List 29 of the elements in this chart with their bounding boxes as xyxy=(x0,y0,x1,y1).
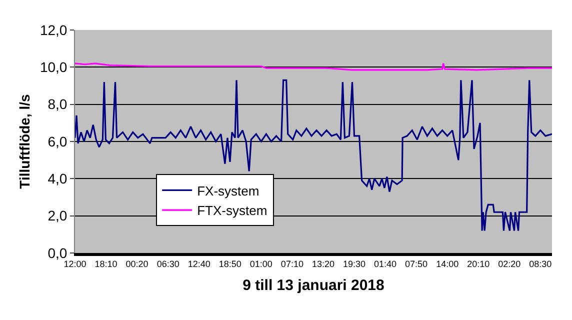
y-tick-label: 2,0 xyxy=(48,208,68,224)
y-tick-label: 12,0 xyxy=(40,22,68,38)
x-tick-label: 12:40 xyxy=(188,258,210,269)
legend-label: FTX-system xyxy=(197,203,268,218)
y-axis-title: Tilluftflöde, l/s xyxy=(16,94,33,189)
x-tick-label: 01:00 xyxy=(250,258,272,269)
x-tick-label: 13:20 xyxy=(312,258,334,269)
x-tick-label: 08:30 xyxy=(529,258,552,269)
y-tick-label: 4,0 xyxy=(48,170,68,187)
x-tick-label: 18:50 xyxy=(218,258,242,269)
x-tick-label: 12:00 xyxy=(64,258,86,269)
y-tick-label: 0,0 xyxy=(48,244,68,261)
x-tick-label: 20:10 xyxy=(467,258,490,269)
x-tick-label: 14:00 xyxy=(436,258,459,269)
x-tick-label: 19:30 xyxy=(342,258,366,269)
legend-label: FX-system xyxy=(197,183,260,198)
x-tick-label: 06:30 xyxy=(156,258,180,269)
x-axis-title: 9 till 13 januari 2018 xyxy=(242,276,384,294)
x-tick-label: 07:10 xyxy=(280,258,304,269)
line-series xyxy=(75,62,552,71)
line-series xyxy=(75,79,552,232)
x-tick-label: 00:20 xyxy=(126,258,148,269)
x-tick-label: 01:40 xyxy=(374,258,397,269)
x-tick-label: 18:10 xyxy=(94,258,118,269)
y-tick-label: 10,0 xyxy=(40,59,68,76)
x-tick-label: 02:20 xyxy=(498,258,521,269)
x-tick-label: 07:50 xyxy=(405,258,428,269)
y-tick-label: 8,0 xyxy=(48,96,68,112)
y-tick-label: 6,0 xyxy=(48,133,68,150)
